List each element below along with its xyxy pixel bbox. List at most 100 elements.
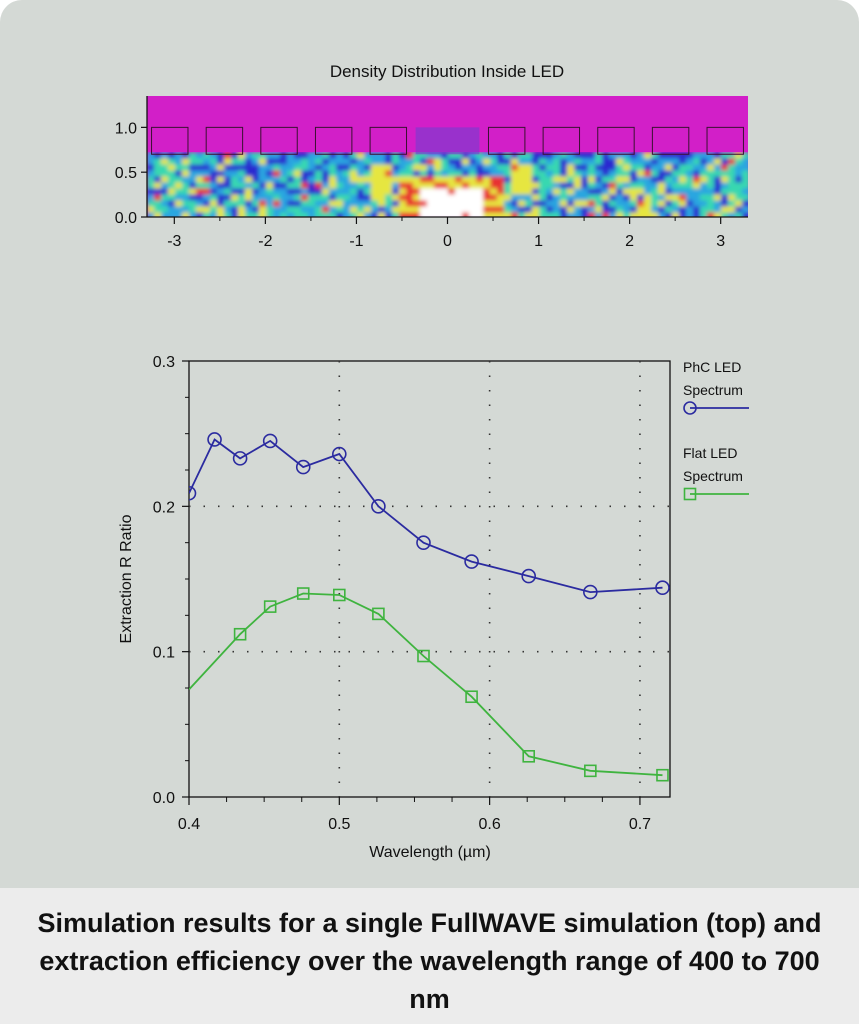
density-cell: [588, 152, 596, 160]
density-cell: [168, 176, 176, 184]
density-cell: [455, 212, 463, 217]
extraction-y-tick-label: 0.2: [153, 499, 175, 516]
density-cell: [511, 182, 519, 190]
density-cell: [483, 164, 491, 172]
phc-led-point: [189, 485, 197, 501]
density-cell: [658, 176, 666, 184]
density-cell: [364, 176, 372, 184]
density-cell: [406, 194, 414, 202]
density-cell: [147, 152, 155, 160]
density-cell: [672, 158, 680, 166]
flat-led-point: [372, 607, 385, 621]
density-cell: [518, 164, 526, 172]
density-cell: [546, 188, 554, 196]
density-cell: [210, 182, 218, 190]
density-cell: [686, 194, 694, 202]
density-cell: [637, 206, 645, 214]
density-cell: [434, 194, 442, 202]
density-cell: [728, 206, 736, 214]
density-cell: [532, 176, 540, 184]
density-cell: [469, 200, 477, 208]
density-cell: [574, 158, 582, 166]
density-cell: [378, 170, 386, 178]
density-cell: [245, 158, 253, 166]
density-cell: [539, 200, 547, 208]
density-cell: [483, 152, 491, 160]
density-cell: [231, 170, 239, 178]
density-cell: [616, 176, 624, 184]
density-cell: [616, 158, 624, 166]
flat-led-point: [333, 588, 346, 602]
density-cell: [504, 158, 512, 166]
density-cell: [623, 206, 631, 214]
density-cell: [168, 158, 176, 166]
density-cell: [469, 206, 477, 214]
density-cell: [385, 170, 393, 178]
density-cell: [357, 200, 365, 208]
density-cell: [420, 158, 428, 166]
density-cell: [560, 188, 568, 196]
density-cell: [721, 152, 729, 160]
density-cell: [182, 212, 190, 217]
density-cell: [637, 176, 645, 184]
density-cell: [672, 164, 680, 172]
density-cell: [623, 200, 631, 208]
density-cell: [497, 164, 505, 172]
phc-block: [369, 126, 408, 155]
density-cell: [532, 158, 540, 166]
density-cell: [357, 182, 365, 190]
density-cell: [462, 170, 470, 178]
density-cell: [224, 194, 232, 202]
density-cell: [329, 158, 337, 166]
density-cell: [742, 152, 748, 160]
density-cell: [168, 152, 176, 160]
phc-led-point: [464, 554, 479, 569]
density-cell: [644, 182, 652, 190]
density-cell: [483, 212, 491, 217]
density-cell: [280, 212, 288, 217]
density-cell: [224, 200, 232, 208]
density-cell: [539, 158, 547, 166]
density-cell: [693, 188, 701, 196]
extraction-x-axis-label: Wavelength (µm): [369, 844, 491, 861]
density-cell: [504, 206, 512, 214]
density-cell: [161, 176, 169, 184]
density-cell: [539, 206, 547, 214]
density-cell: [742, 206, 748, 214]
density-cell: [476, 188, 484, 196]
density-cell: [441, 200, 449, 208]
density-cell: [196, 164, 204, 172]
density-cell: [686, 182, 694, 190]
density-cell: [707, 182, 715, 190]
density-cell: [427, 206, 435, 214]
density-cell: [385, 182, 393, 190]
density-cell: [245, 212, 253, 217]
density-cell: [574, 176, 582, 184]
density-cell: [532, 182, 540, 190]
density-cell: [392, 206, 400, 214]
density-cell: [679, 158, 687, 166]
density-cell: [448, 152, 456, 160]
density-cell: [721, 188, 729, 196]
density-cell: [364, 182, 372, 190]
figure-charts: Density Distribution Inside LED -3 -2 -1 0 1…: [115, 62, 749, 861]
density-cell: [434, 206, 442, 214]
density-cell: [280, 170, 288, 178]
density-cell: [658, 188, 666, 196]
density-cell: [630, 152, 638, 160]
density-cell: [315, 188, 323, 196]
density-cell: [721, 194, 729, 202]
density-cell: [189, 200, 197, 208]
phc-block: [314, 126, 353, 155]
density-cell: [371, 158, 379, 166]
density-cell: [483, 188, 491, 196]
density-cell: [350, 158, 358, 166]
density-cell: [567, 158, 575, 166]
density-cell: [707, 170, 715, 178]
flat-led-point: [465, 690, 478, 704]
density-cell: [308, 182, 316, 190]
density-cell: [217, 164, 225, 172]
density-cell: [742, 212, 748, 217]
density-cell: [476, 152, 484, 160]
density-cell: [161, 170, 169, 178]
